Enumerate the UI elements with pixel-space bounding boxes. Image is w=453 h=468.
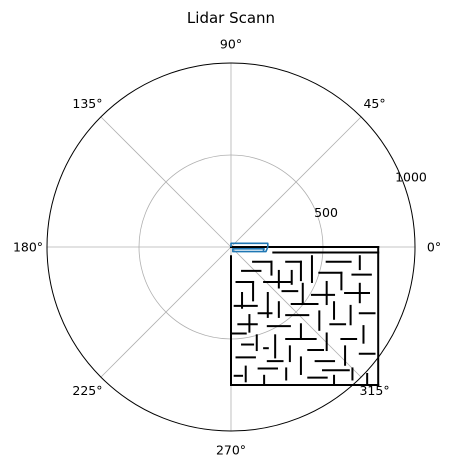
angle-tick-label: 45°	[363, 96, 385, 111]
radial-tick-label: 500	[314, 205, 338, 220]
angle-tick-label: 180°	[13, 240, 43, 255]
radial-tick-label: 1000	[395, 170, 427, 185]
scan-layer	[230, 242, 269, 253]
angle-tick-label: 90°	[220, 37, 242, 52]
angle-tick-label: 315°	[359, 383, 389, 398]
angle-tick-label: 270°	[216, 443, 246, 458]
angle-tick-label: 135°	[72, 96, 102, 111]
polar-frame	[46, 62, 416, 432]
maze-layer	[230, 246, 380, 386]
angle-tick-label: 225°	[72, 383, 102, 398]
chart-title: Lidar Scann	[187, 9, 275, 27]
scan-trace	[230, 242, 269, 253]
angle-tick-label: 0°	[427, 240, 441, 255]
label-layer: 0° 45° 90° 135° 180° 225° 270° 315° 500 1000	[13, 37, 441, 458]
frame-layer	[46, 62, 416, 432]
